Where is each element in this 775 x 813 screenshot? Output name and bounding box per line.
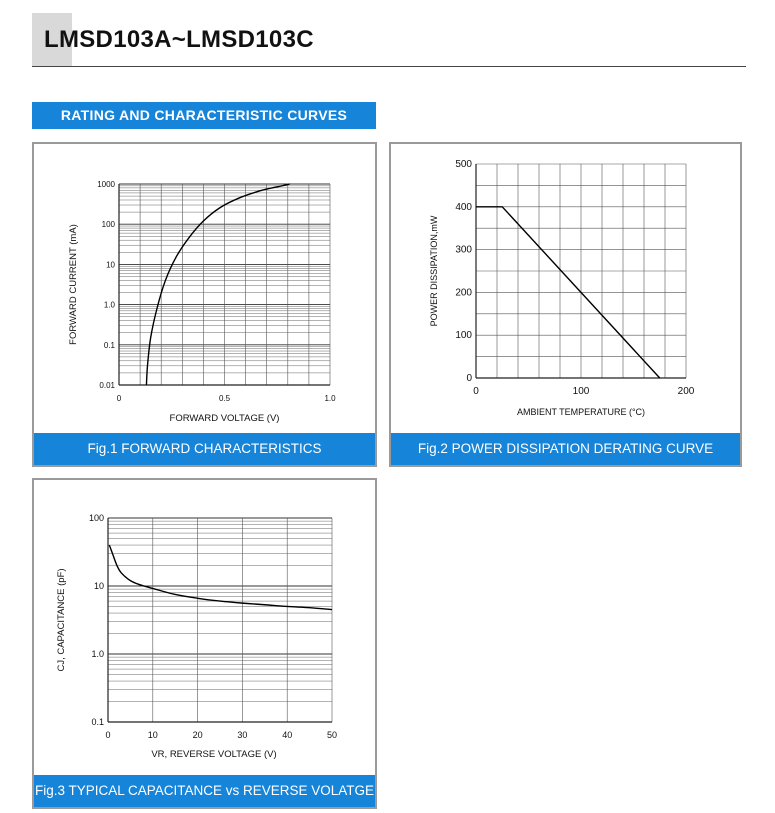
x-tick-label: 30 (237, 730, 247, 740)
y-tick-label: 0.01 (99, 381, 115, 390)
fig3-caption: Fig.3 TYPICAL CAPACITANCE vs REVERSE VOL… (34, 775, 375, 807)
x-tick-label: 100 (573, 386, 590, 397)
x-tick-label: 0 (473, 386, 479, 397)
x-tick-label: 0.5 (219, 394, 231, 403)
y-tick-label: 500 (455, 159, 472, 170)
y-tick-label: 400 (455, 202, 472, 213)
title-divider (32, 66, 746, 67)
y-tick-label: 10 (94, 581, 104, 591)
x-axis-label: AMBIENT TEMPERATURE (°C) (517, 407, 645, 417)
y-tick-label: 0.1 (91, 717, 104, 727)
fig3-panel: 0 10 20 30 40 50 100 10 1.0 0.1 VR, REVERSE VOLTAG… (32, 478, 377, 809)
fig2-chart: 0 100 200 0 100 200 300 400 500 AMBIENT TEMPERATU… (429, 159, 695, 417)
x-tick-label: 40 (282, 730, 292, 740)
fig1-chart: 0 0.5 1.0 1000 100 10 1.0 0.1 0.01 FORWARD VOLTAG… (68, 180, 336, 424)
x-tick-label: 1.0 (324, 394, 336, 403)
y-tick-label: 300 (455, 245, 472, 256)
section-banner: RATING AND CHARACTERISTIC CURVES (32, 102, 376, 129)
y-tick-label: 100 (455, 330, 472, 341)
x-axis-label: VR, REVERSE VOLTAGE (V) (151, 749, 276, 760)
y-axis-label: CJ, CAPACITANCE (pF) (56, 568, 67, 671)
y-tick-label: 10 (106, 260, 115, 269)
fig2-panel: 0 100 200 0 100 200 300 400 500 AMBIENT TEMPERATU… (389, 142, 742, 467)
y-tick-label: 0.1 (104, 341, 116, 350)
title-tab-decoration (32, 13, 72, 66)
x-tick-label: 20 (193, 730, 203, 740)
fig1-panel: 0 0.5 1.0 1000 100 10 1.0 0.1 0.01 FORWARD VOLTAG… (32, 142, 377, 467)
y-tick-label: 1.0 (104, 301, 116, 310)
page-title: LMSD103A~LMSD103C (44, 26, 314, 53)
fig1-caption: Fig.1 FORWARD CHARACTERISTICS (34, 433, 375, 465)
series-line (145, 183, 291, 386)
x-tick-label: 10 (148, 730, 158, 740)
x-tick-label: 0 (117, 394, 122, 403)
x-tick-label: 200 (678, 386, 695, 397)
y-tick-label: 1.0 (91, 649, 104, 659)
y-tick-label: 200 (455, 287, 472, 298)
y-axis-label: FORWARD CURRENT (mA) (68, 224, 79, 345)
series-line (476, 206, 661, 379)
series-line (108, 544, 333, 611)
x-tick-label: 50 (327, 730, 337, 740)
x-tick-label: 0 (105, 730, 110, 740)
y-tick-label: 0 (466, 373, 472, 384)
y-axis-label: POWER DISSIPATION,mW (429, 215, 439, 326)
y-tick-label: 100 (89, 513, 104, 523)
fig2-caption: Fig.2 POWER DISSIPATION DERATING CURVE (391, 433, 740, 465)
y-tick-label: 1000 (97, 180, 115, 189)
y-tick-label: 100 (102, 220, 116, 229)
x-axis-label: FORWARD VOLTAGE (V) (170, 413, 280, 424)
fig3-chart: 0 10 20 30 40 50 100 10 1.0 0.1 VR, REVERSE VOLTAG… (56, 513, 337, 760)
